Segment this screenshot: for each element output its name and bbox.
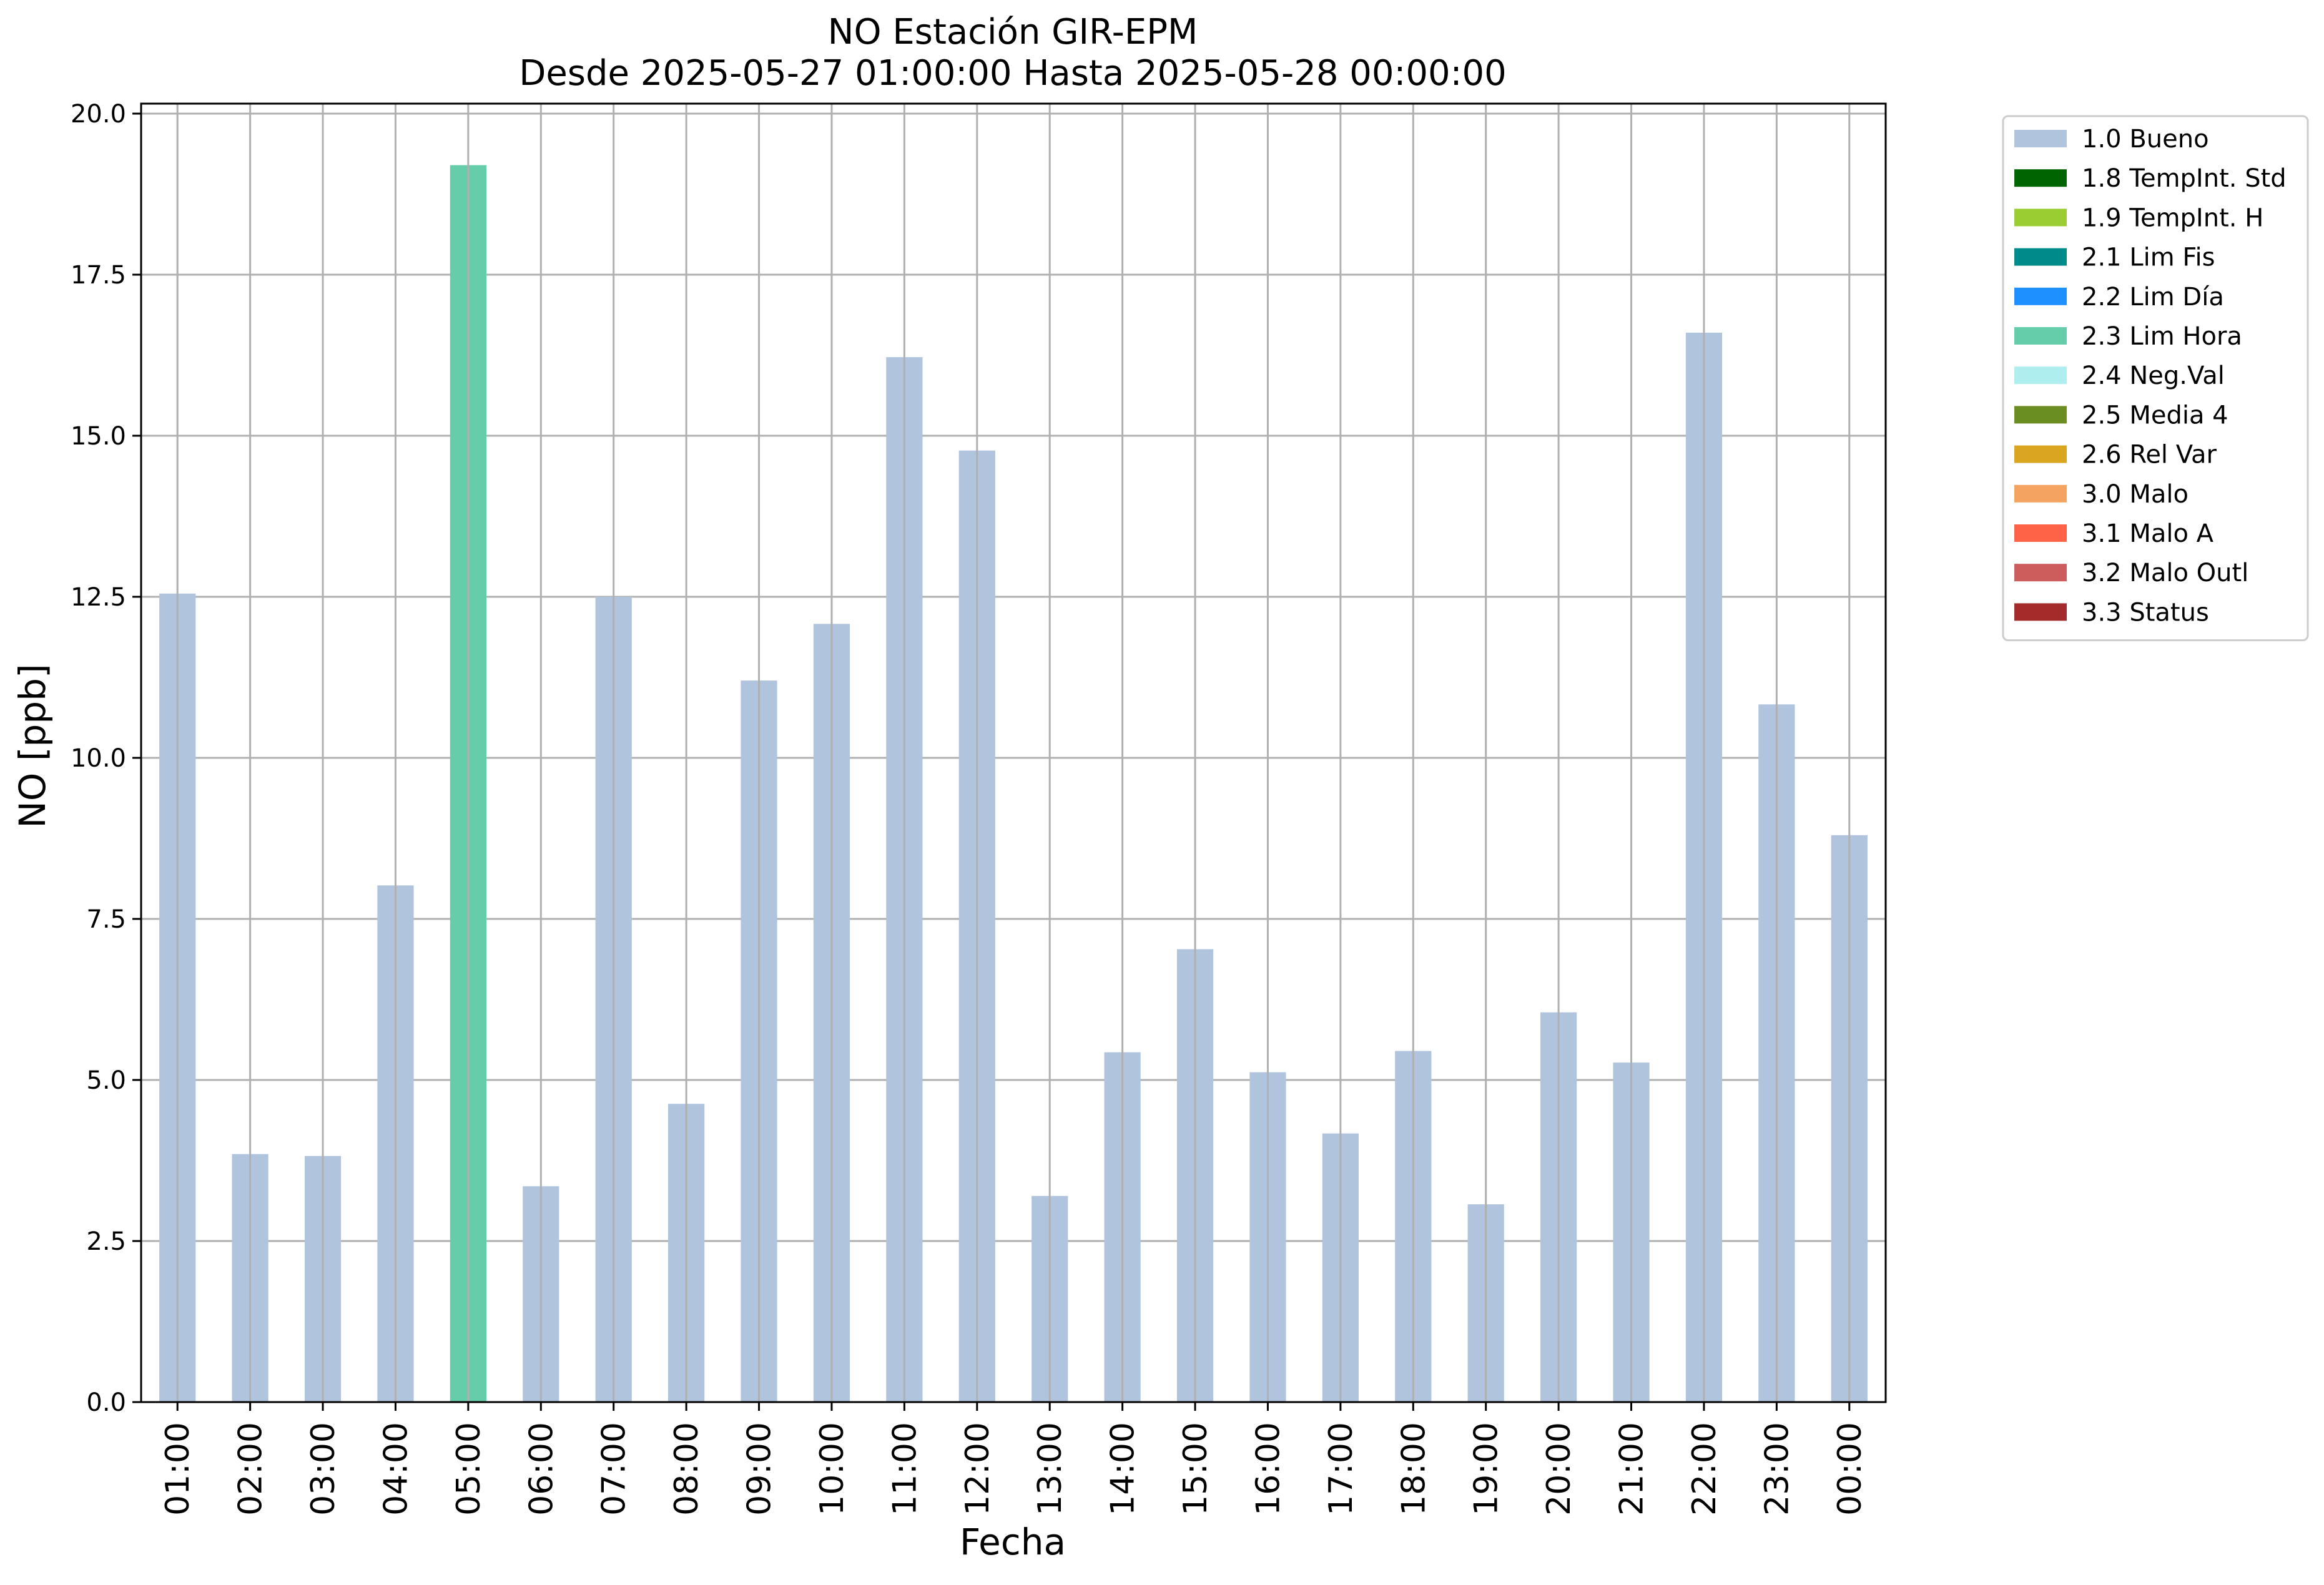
y-tick-label: 5.0: [86, 1066, 126, 1095]
x-tick-label: 15:00: [1177, 1422, 1214, 1516]
y-tick-label: 10.0: [71, 744, 126, 773]
x-grid-layer: [176, 104, 1851, 1402]
legend-label: 3.3 Status: [2082, 598, 2209, 627]
chart-subtitle: Desde 2025-05-27 01:00:00 Hasta 2025-05-…: [519, 53, 1507, 94]
x-tick-label: 20:00: [1540, 1422, 1578, 1516]
x-tick-label: 04:00: [377, 1422, 415, 1516]
y-tick-label: 17.5: [71, 261, 126, 290]
x-tick-label: 10:00: [814, 1422, 851, 1516]
legend-label: 3.2 Malo Outl: [2082, 559, 2248, 587]
x-tick-label: 14:00: [1105, 1422, 1142, 1516]
y-tick-label: 7.5: [86, 905, 126, 934]
x-tick-label: 01:00: [159, 1422, 197, 1516]
legend-swatch: [2014, 248, 2067, 266]
legend-label: 2.3 Lim Hora: [2082, 322, 2242, 351]
y-tick-label: 12.5: [71, 583, 126, 612]
legend-label: 2.1 Lim Fis: [2082, 243, 2215, 272]
legend: 1.0 Bueno 1.8 TempInt. Std 1.9 TempInt. H 2…: [2002, 115, 2309, 642]
x-tick-label: 00:00: [1831, 1422, 1869, 1516]
legend-label: 1.0 Bueno: [2082, 125, 2209, 154]
x-tick-label: 23:00: [1758, 1422, 1796, 1516]
x-tick-label: 22:00: [1686, 1422, 1723, 1516]
grid-layer: [141, 112, 1886, 1403]
legend-swatch: [2014, 603, 2067, 621]
x-tick-label: 09:00: [741, 1422, 779, 1516]
axes-layer: 0.0 2.5 5.0 7.5 10.0 12.5 15.0 17.5 20.0 01:00 02:…: [71, 100, 1887, 1516]
legend-label: 2.2 Lim Día: [2082, 283, 2224, 312]
x-tick-label: 03:00: [305, 1422, 342, 1516]
x-axis-label: Fecha: [960, 1521, 1066, 1563]
x-tick-label: 02:00: [232, 1422, 270, 1516]
legend-box: [2002, 115, 2309, 642]
x-tick-label: 19:00: [1468, 1422, 1505, 1516]
legend-swatch: [2014, 130, 2067, 147]
y-tick-label: 0.0: [86, 1388, 126, 1417]
x-tick-label: 07:00: [596, 1422, 633, 1516]
x-tick-label: 11:00: [886, 1422, 923, 1516]
y-tick-label: 2.5: [86, 1227, 126, 1256]
x-tick-label: 13:00: [1032, 1422, 1069, 1516]
x-tick-label: 18:00: [1395, 1422, 1432, 1516]
legend-label: 1.8 TempInt. Std: [2082, 164, 2287, 193]
y-tick-label: 20.0: [71, 100, 126, 129]
legend-swatch: [2014, 484, 2067, 503]
x-tick-label: 21:00: [1613, 1422, 1651, 1516]
x-tick-label: 12:00: [959, 1422, 997, 1516]
legend-label: 2.6 Rel Var: [2082, 441, 2217, 469]
legend-swatch: [2014, 445, 2067, 463]
y-tick-label: 15.0: [71, 422, 126, 451]
legend-label: 2.5 Media 4: [2082, 401, 2228, 429]
legend-swatch: [2014, 287, 2067, 305]
x-tick-label: 17:00: [1322, 1422, 1360, 1516]
legend-swatch: [2014, 564, 2067, 582]
x-tick-label: 06:00: [523, 1422, 560, 1516]
plot-frame: [140, 102, 1887, 1403]
x-tick-label: 16:00: [1249, 1422, 1287, 1516]
y-axis-label: NO [ppb]: [11, 664, 54, 828]
legend-swatch: [2014, 327, 2067, 345]
legend-label: 1.9 TempInt. H: [2082, 204, 2263, 232]
legend-label: 3.1 Malo A: [2082, 519, 2214, 548]
legend-swatch: [2014, 406, 2067, 424]
legend-swatch: [2014, 209, 2067, 227]
legend-swatch: [2014, 169, 2067, 187]
legend-label: 2.4 Neg.Val: [2082, 361, 2225, 390]
legend-swatch: [2014, 524, 2067, 542]
legend-swatch: [2014, 366, 2067, 385]
x-tick-label: 05:00: [450, 1422, 488, 1516]
legend-label: 3.0 Malo: [2082, 480, 2189, 509]
chart-title: NO Estación GIR-EPM: [828, 12, 1198, 52]
x-tick-label: 08:00: [668, 1422, 706, 1516]
